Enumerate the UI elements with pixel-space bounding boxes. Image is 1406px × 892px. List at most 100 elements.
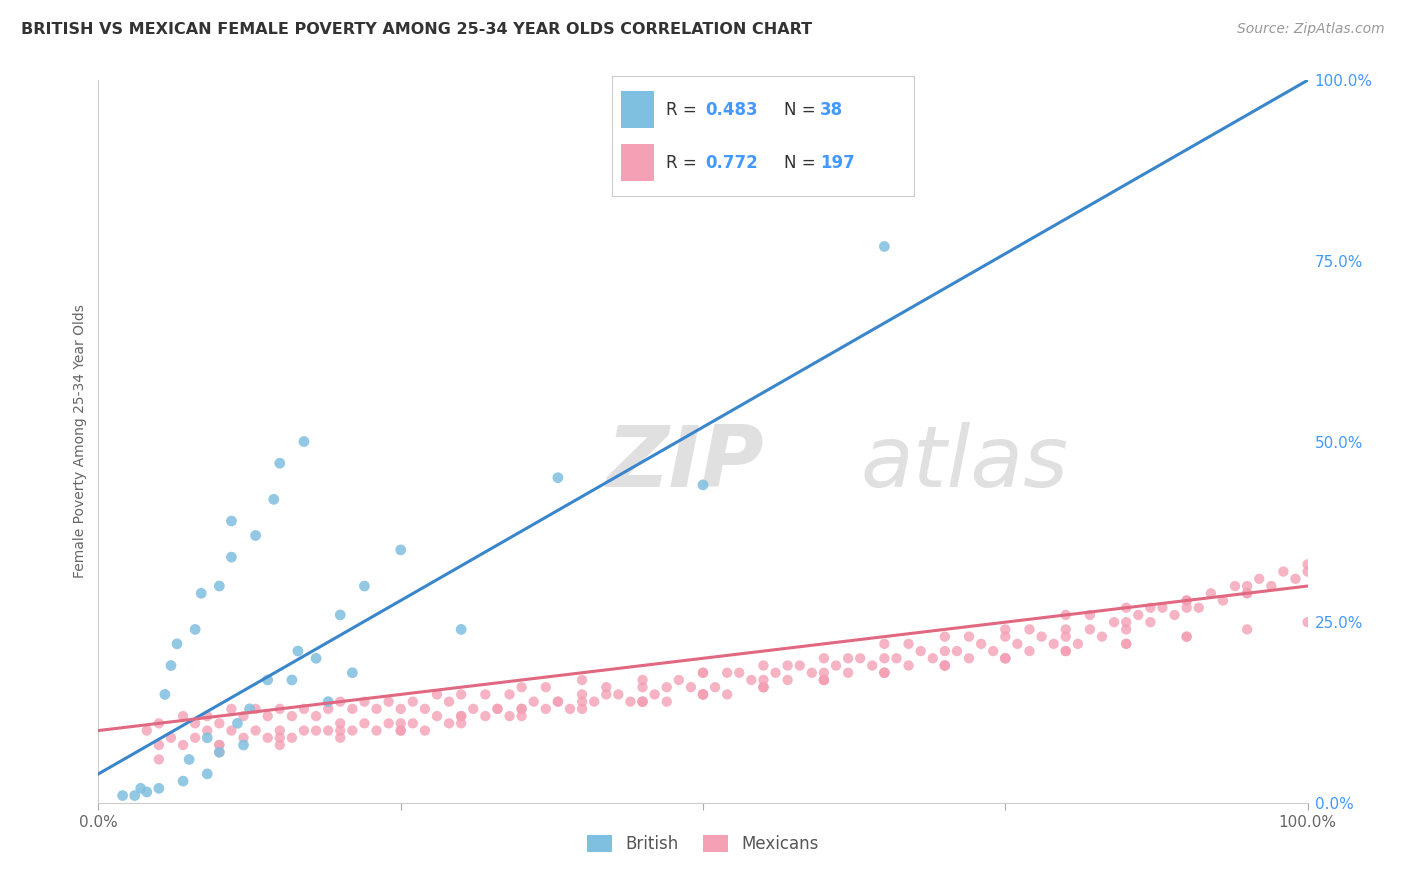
Point <box>1199 586 1222 600</box>
Point <box>413 723 436 738</box>
Point <box>329 723 352 738</box>
Point <box>221 723 243 738</box>
Point <box>389 723 412 738</box>
Point <box>1296 615 1319 630</box>
Point <box>281 673 304 687</box>
Point <box>1260 579 1282 593</box>
Point <box>208 716 231 731</box>
Point <box>910 644 932 658</box>
Text: R =: R = <box>666 101 702 119</box>
Point <box>463 702 485 716</box>
Point <box>402 716 425 731</box>
Point <box>1272 565 1295 579</box>
Point <box>510 680 533 694</box>
Point <box>1249 572 1271 586</box>
Point <box>873 651 896 665</box>
Point <box>353 695 375 709</box>
Point <box>179 752 201 766</box>
Point <box>558 702 581 716</box>
Text: R =: R = <box>666 153 702 171</box>
Point <box>437 695 460 709</box>
Point <box>281 731 304 745</box>
Point <box>607 687 630 701</box>
Point <box>245 528 267 542</box>
Point <box>800 665 823 680</box>
Point <box>1236 586 1258 600</box>
Point <box>160 658 183 673</box>
Point <box>752 658 775 673</box>
Text: ZIP: ZIP <box>606 422 763 505</box>
Point <box>353 579 375 593</box>
Point <box>752 680 775 694</box>
Point <box>897 637 920 651</box>
Point <box>148 752 170 766</box>
Point <box>547 695 569 709</box>
Legend: British, Mexicans: British, Mexicans <box>581 828 825 860</box>
Point <box>994 623 1017 637</box>
Point <box>111 789 134 803</box>
Text: 0.772: 0.772 <box>706 153 758 171</box>
Point <box>342 702 364 716</box>
Point <box>547 470 569 484</box>
Point <box>776 673 799 687</box>
Point <box>934 658 956 673</box>
Point <box>1152 600 1174 615</box>
Point <box>631 695 654 709</box>
Point <box>221 550 243 565</box>
Point <box>342 665 364 680</box>
Text: 0.483: 0.483 <box>706 101 758 119</box>
Point <box>226 716 249 731</box>
Point <box>329 716 352 731</box>
Point <box>1018 623 1040 637</box>
Point <box>813 673 835 687</box>
Point <box>486 702 509 716</box>
Point <box>437 716 460 731</box>
Point <box>776 658 799 673</box>
Point <box>873 665 896 680</box>
Point <box>873 637 896 651</box>
Point <box>873 665 896 680</box>
Point <box>377 695 399 709</box>
Point <box>644 687 666 701</box>
Point <box>970 637 993 651</box>
Point <box>765 665 787 680</box>
Point <box>860 658 883 673</box>
Point <box>269 723 291 738</box>
Point <box>1175 630 1198 644</box>
Point <box>692 687 714 701</box>
Point <box>595 680 617 694</box>
Point <box>837 651 859 665</box>
Point <box>245 723 267 738</box>
Point <box>426 709 449 723</box>
Point <box>631 673 654 687</box>
Point <box>190 586 212 600</box>
Point <box>957 651 980 665</box>
Point <box>498 709 520 723</box>
Point <box>292 723 315 738</box>
Point <box>269 731 291 745</box>
Point <box>1054 644 1077 658</box>
Point <box>269 456 291 470</box>
Point <box>450 709 472 723</box>
Point <box>269 738 291 752</box>
Point <box>1054 644 1077 658</box>
Point <box>316 723 339 738</box>
Point <box>232 709 254 723</box>
Point <box>994 651 1017 665</box>
Point <box>184 716 207 731</box>
Point <box>413 702 436 716</box>
Point <box>232 738 254 752</box>
Point <box>474 687 496 701</box>
Point <box>305 709 328 723</box>
Point <box>1188 600 1211 615</box>
Point <box>1115 600 1137 615</box>
Point <box>316 695 339 709</box>
Point <box>668 673 690 687</box>
Point <box>1102 615 1125 630</box>
Point <box>256 731 278 745</box>
Point <box>1078 607 1101 622</box>
Point <box>692 478 714 492</box>
Point <box>886 651 908 665</box>
Point <box>135 723 157 738</box>
Point <box>148 781 170 796</box>
